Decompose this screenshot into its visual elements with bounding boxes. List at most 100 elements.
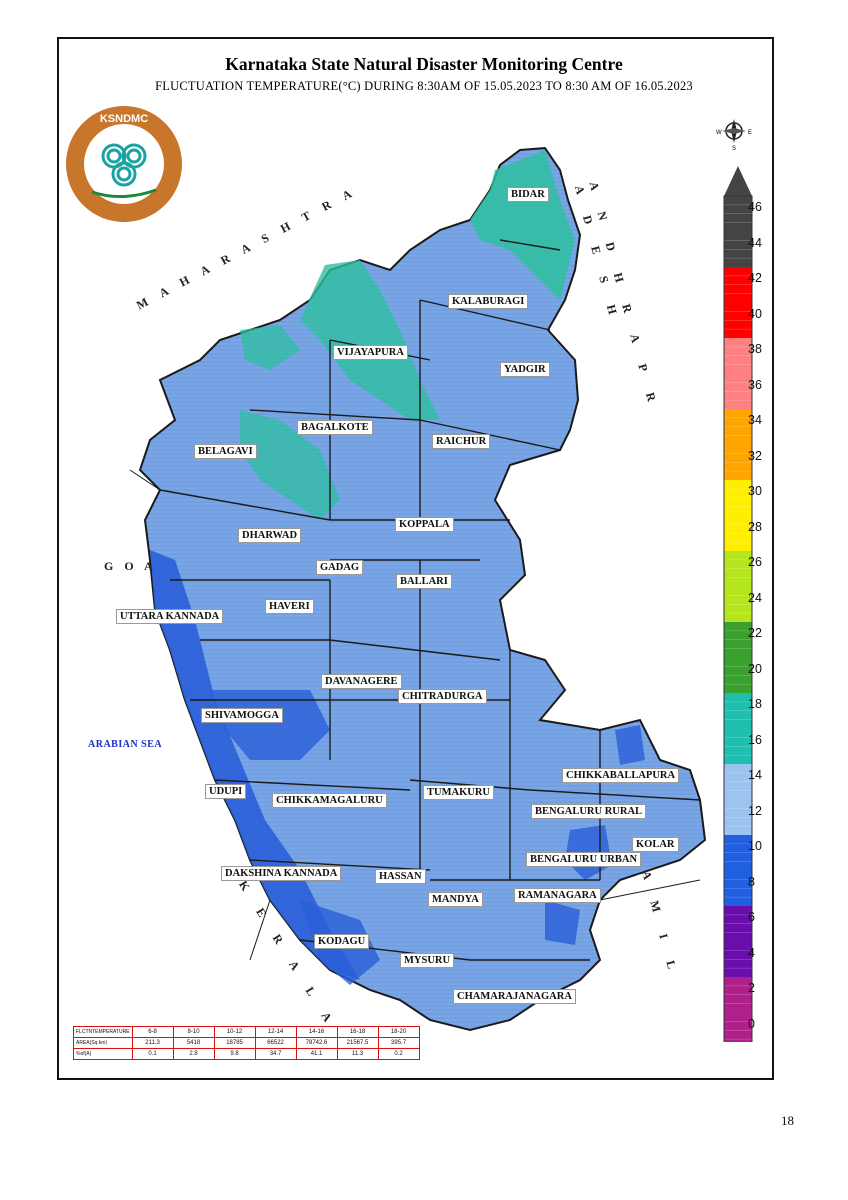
district-label: KOLAR — [632, 837, 679, 852]
scale-top-arrow — [724, 166, 752, 196]
compass-s: S — [732, 146, 736, 152]
district-label: MANDYA — [428, 892, 483, 907]
scale-segment — [724, 409, 752, 445]
scale-segment — [724, 622, 752, 658]
ksndmc-logo: KSNDMC — [66, 106, 182, 222]
district-label: RAICHUR — [432, 434, 491, 449]
district-label: CHAMARAJANAGARA — [453, 989, 576, 1004]
table-cell: 10-12 — [213, 1026, 256, 1038]
zone-10-12-chikkaballapura — [615, 725, 645, 765]
district-label: CHITRADURGA — [398, 689, 487, 704]
table-row-label: %of(A) — [73, 1048, 133, 1060]
state-label-goa: G O A — [104, 559, 157, 573]
table-cell: 66522 — [254, 1037, 297, 1049]
district-label: SHIVAMOGGA — [201, 708, 283, 723]
district-label: HAVERI — [265, 599, 314, 614]
scale-segment — [724, 338, 752, 374]
scale-segment — [724, 728, 752, 764]
table-cell: 18-20 — [377, 1026, 420, 1038]
district-label: UTTARA KANNADA — [116, 609, 224, 624]
scale-segment — [724, 764, 752, 800]
scale-segment — [724, 1012, 752, 1042]
table-cell: 0.1 — [131, 1048, 174, 1060]
scale-segment — [724, 196, 752, 232]
scale-segment — [724, 977, 752, 1013]
scale-segment — [724, 373, 752, 409]
table-row: AREA(Sq.km) 211.3 5418 18785 66522 78742.6 215… — [73, 1037, 420, 1049]
zone-16-18-west — [240, 325, 300, 370]
scale-segment — [724, 693, 752, 729]
legend-tick-label: 32 — [748, 448, 762, 463]
scale-segment — [724, 657, 752, 693]
legend-tick-label: 12 — [748, 803, 762, 818]
scale-segment — [724, 941, 752, 977]
legend-tick-label: 34 — [748, 413, 762, 427]
legend-tick-label: 2 — [748, 981, 755, 995]
district-label: HASSAN — [375, 869, 426, 884]
district-label: BENGALURU URBAN — [526, 852, 642, 867]
map-subtitle: FLUCTUATION TEMPERATURE(°C) DURING 8:30A… — [155, 79, 693, 93]
table-cell: 34.7 — [254, 1048, 297, 1060]
table-cell: 5418 — [172, 1037, 215, 1049]
table-cell: 395.7 — [377, 1037, 420, 1049]
table-cell: 211.3 — [131, 1037, 174, 1049]
zone-16-18-belagavi — [240, 410, 340, 520]
zone-16-18-vijayapura — [300, 260, 440, 420]
legend-tick-label: 30 — [748, 484, 762, 498]
district-label: CHIKKABALLAPURA — [562, 768, 680, 783]
table-row: %of(A) 0.1 2.8 9.8 34.7 41.1 11.3 0.2 — [73, 1048, 420, 1060]
scale-segment — [724, 231, 752, 267]
scale-segment — [724, 480, 752, 516]
legend-tick-label: 40 — [748, 306, 762, 321]
scale-segment — [724, 444, 752, 480]
table-cell: 2.8 — [172, 1048, 215, 1060]
district-label: DHARWAD — [238, 528, 302, 543]
compass-e: E — [748, 130, 752, 136]
district-label: BIDAR — [507, 187, 549, 202]
table-cell: 21567.5 — [336, 1037, 379, 1049]
legend-tick-label: 6 — [748, 910, 755, 924]
legend-tick-label: 38 — [748, 342, 762, 356]
table-cell: 9.8 — [213, 1048, 256, 1060]
table-cell: 11.3 — [336, 1048, 379, 1060]
logo-text: KSNDMC — [100, 113, 148, 125]
district-label: TUMAKURU — [423, 785, 494, 800]
zone-10-12-shivamogga — [210, 690, 330, 760]
state-boundary-lines — [129, 469, 701, 961]
legend-tick-label: 16 — [748, 732, 762, 747]
legend-tick-label: 0 — [748, 1016, 755, 1031]
zone-10-12-ramanagara — [545, 900, 580, 945]
district-label: BELAGAVI — [194, 444, 257, 459]
legend-tick-label: 36 — [748, 377, 762, 392]
district-label: UDUPI — [205, 784, 247, 799]
scale-outline — [723, 195, 753, 1042]
legend-tick-label: 28 — [748, 519, 762, 534]
district-label: VIJAYAPURA — [333, 345, 408, 360]
legend-tick-label: 18 — [748, 697, 762, 711]
district-label: YADGIR — [500, 362, 550, 377]
scale-segment — [724, 799, 752, 835]
legend-tick-label: 14 — [748, 768, 762, 782]
compass-rose-icon: W E S — [716, 119, 752, 152]
page-number: 18 — [781, 1113, 794, 1128]
legend-tick-label: 4 — [748, 945, 755, 960]
legend-tick-label: 44 — [748, 235, 762, 250]
scale-segment — [724, 586, 752, 622]
legend-tick-label: 42 — [748, 271, 762, 285]
table-cell: 14-16 — [295, 1026, 338, 1038]
district-label: RAMANAGARA — [514, 888, 601, 903]
compass-w: W — [716, 130, 722, 136]
district-label: BALLARI — [396, 574, 452, 589]
scale-segment — [724, 515, 752, 551]
scale-segment — [724, 906, 752, 942]
map-title: Karnataka State Natural Disaster Monitor… — [225, 54, 623, 74]
district-label: CHIKKAMAGALURU — [272, 793, 387, 808]
table-cell: 8-10 — [172, 1026, 215, 1038]
district-label: KODAGU — [314, 934, 370, 949]
table-cell: 18785 — [213, 1037, 256, 1049]
district-label: DAVANAGERE — [321, 674, 402, 689]
table-row-label: AREA(Sq.km) — [73, 1037, 133, 1049]
table-cell: 41.1 — [295, 1048, 338, 1060]
district-label: GADAG — [316, 560, 364, 575]
district-label: KOPPALA — [395, 517, 454, 532]
